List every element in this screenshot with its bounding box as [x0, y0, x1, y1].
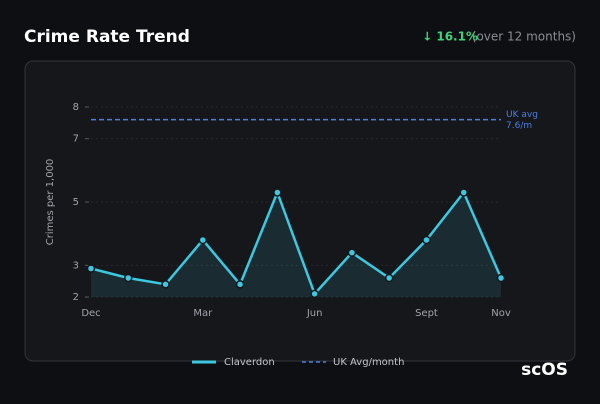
x-tick-label: Sept — [415, 308, 438, 319]
y-axis-label: Crimes per 1,000 — [45, 159, 56, 246]
point — [86, 264, 96, 273]
x-tick-label: Dec — [81, 308, 100, 319]
y-tick-label: 5 — [73, 197, 79, 208]
x-tick-label: Nov — [491, 308, 511, 319]
point — [459, 188, 468, 197]
x-tick-label: Mar — [193, 308, 213, 319]
point — [347, 248, 357, 257]
point — [310, 289, 319, 299]
y-tick-label: 8 — [73, 102, 79, 113]
x-tick-label: Jun — [306, 308, 323, 319]
point — [273, 188, 282, 197]
title: Crime Rate Trend — [24, 27, 190, 47]
point — [235, 280, 245, 289]
point — [496, 273, 506, 283]
logo: scOS — [521, 360, 568, 380]
line — [90, 189, 503, 297]
point — [124, 273, 133, 283]
legend-label: UK Avg/month — [333, 357, 404, 368]
y-tick-label: 2 — [73, 292, 79, 303]
change-note: (over 12 months) — [472, 30, 576, 44]
legend-label: Claverdon — [224, 357, 275, 368]
point — [161, 280, 170, 289]
point — [422, 235, 431, 245]
y-tick-label: 7 — [73, 134, 79, 145]
point — [198, 235, 208, 245]
change: ↓ 16.1% — [422, 30, 478, 44]
point — [384, 273, 394, 283]
y-tick-label: 3 — [73, 260, 79, 271]
reference-annotation: UK avg — [506, 110, 538, 120]
reference-annotation: 7.6/m — [506, 121, 532, 131]
